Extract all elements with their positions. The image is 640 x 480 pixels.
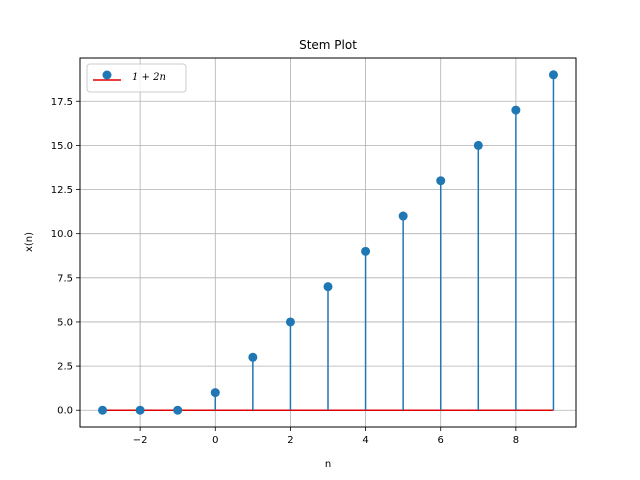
- y-tick-label: 2.5: [57, 362, 73, 373]
- plot-area-frame: [79, 57, 577, 428]
- stem-marker: [548, 70, 558, 80]
- tick-layer: −2 0 2 4 6 8 0.0 2.5 5.0 7.5 10.0 12.5 15.0 17.5: [51, 97, 519, 446]
- x-tick-label: 6: [438, 435, 444, 446]
- x-tick-label: 8: [513, 435, 519, 446]
- stem-marker: [173, 405, 183, 415]
- stem-marker: [323, 282, 333, 292]
- marker-layer: [98, 70, 558, 415]
- stem-marker: [361, 246, 371, 256]
- y-tick-label: 15.0: [51, 141, 73, 152]
- stem-marker: [511, 105, 521, 115]
- grid-layer: [80, 58, 576, 427]
- stem-marker: [98, 405, 108, 415]
- legend-series-label: 1 + 2n: [132, 72, 166, 83]
- x-tick-label: −2: [133, 435, 148, 446]
- x-axis-label: n: [325, 459, 331, 470]
- stem-marker: [285, 317, 295, 327]
- y-axis-label: x(n): [24, 232, 35, 252]
- y-tick-label: 0.0: [57, 406, 73, 417]
- x-tick-label: 0: [212, 435, 218, 446]
- stem-marker: [135, 405, 145, 415]
- legend: 1 + 2n: [86, 63, 187, 93]
- y-tick-label: 5.0: [57, 317, 73, 328]
- x-tick-label: 4: [362, 435, 368, 446]
- y-tick-label: 12.5: [51, 185, 73, 196]
- stem-marker: [473, 140, 483, 150]
- stem-marker: [210, 388, 220, 398]
- legend-box: [86, 63, 187, 93]
- stem-marker: [398, 211, 408, 221]
- stem-marker: [248, 352, 258, 362]
- chart-title: Stem Plot: [299, 38, 357, 52]
- y-tick-label: 7.5: [57, 273, 73, 284]
- stem-marker: [436, 176, 446, 186]
- x-tick-label: 2: [287, 435, 293, 446]
- stem-layer: [214, 74, 555, 411]
- legend-marker-swatch: [102, 70, 112, 80]
- y-tick-label: 17.5: [51, 97, 73, 108]
- y-tick-label: 10.0: [51, 229, 73, 240]
